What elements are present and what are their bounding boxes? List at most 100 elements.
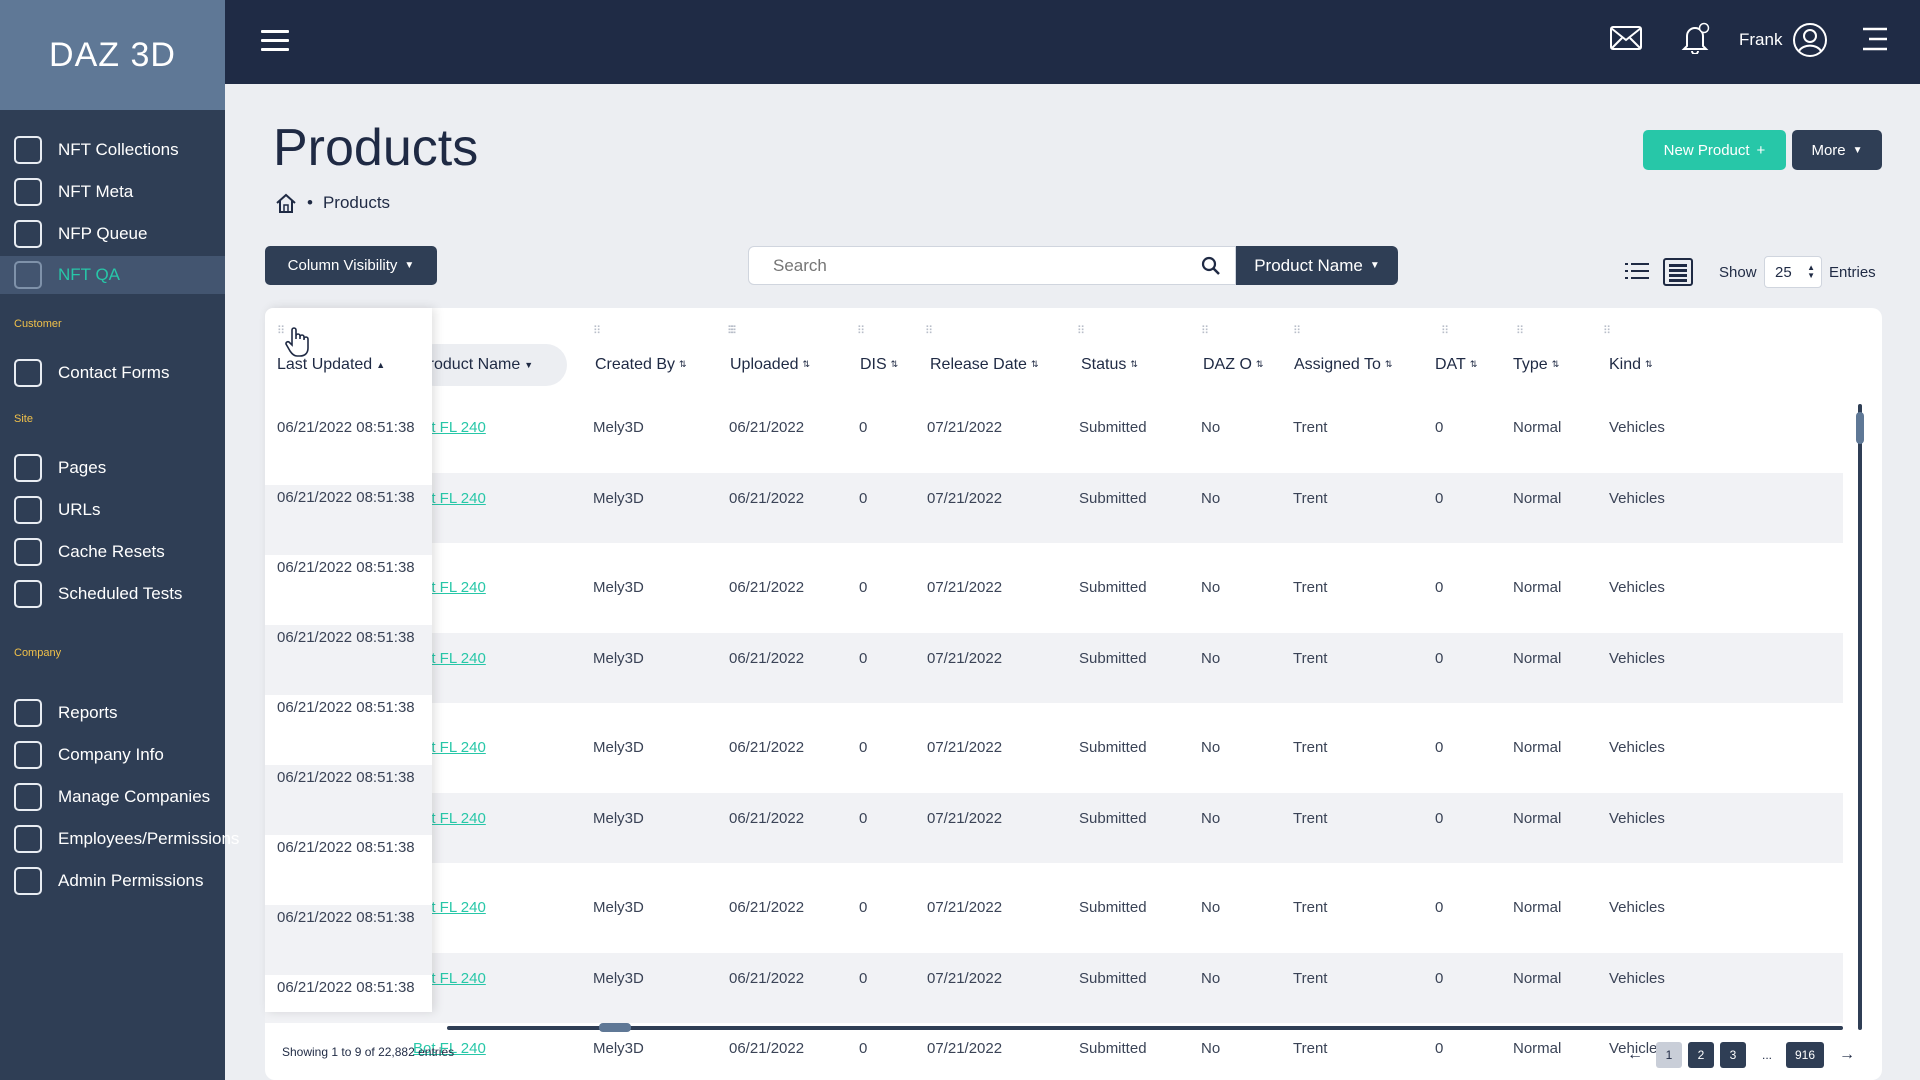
table-cell-created-by: Mely3D [593, 810, 644, 827]
list-view-icon[interactable] [1625, 262, 1649, 280]
drag-grip-icon[interactable]: ⠿ [1516, 325, 1525, 337]
hamburger-icon[interactable] [261, 30, 289, 52]
search-field-select[interactable]: Product Name ▼ [1236, 246, 1398, 285]
next-page-button[interactable]: → [1839, 1046, 1855, 1063]
column-header-type[interactable]: Type ⇅ [1513, 356, 1559, 374]
checkbox-icon [14, 825, 42, 853]
bell-icon[interactable] [1679, 22, 1711, 54]
column-header-kind[interactable]: Kind ⇅ [1609, 356, 1653, 374]
sidebar-item-reports[interactable]: Reports [0, 694, 225, 732]
table-cell-uploaded: 06/21/2022 [729, 490, 805, 507]
sort-icon: ▲ [376, 359, 386, 370]
column-header-label: Product Name [418, 356, 521, 373]
column-header-last-updated[interactable]: Last Updated ▲ [277, 356, 386, 373]
grid-view-icon[interactable] [1663, 258, 1693, 286]
drag-grip-icon[interactable]: ⠿ [1077, 325, 1086, 337]
sidebar-item-label: NFP Queue [58, 224, 148, 243]
last-page-button[interactable]: 916 [1786, 1042, 1824, 1068]
sidebar-item-nft-qa[interactable]: NFT QA [0, 256, 225, 294]
table-cell-release-date: 07/21/2022 [927, 739, 1003, 756]
search-input[interactable] [773, 255, 1193, 276]
checkbox-icon [14, 783, 42, 811]
new-product-label: New Product [1663, 141, 1750, 159]
sidebar-item-admin-permissions[interactable]: Admin Permissions [0, 862, 225, 900]
column-header-assigned-to[interactable]: Assigned To ⇅ [1294, 356, 1392, 374]
sidebar-item-label: Cache Resets [58, 542, 165, 561]
page-2-button[interactable]: 2 [1688, 1042, 1714, 1068]
sidebar-item-scheduled-tests[interactable]: Scheduled Tests [0, 575, 225, 613]
table-cell-daz-o: No [1201, 650, 1221, 667]
sidebar-item-nfp-queue[interactable]: NFP Queue [0, 215, 225, 253]
drag-grip-icon[interactable]: ⠿ [727, 325, 736, 337]
table-row-stripe [265, 953, 1843, 1023]
table-cell-type: Normal [1513, 1040, 1562, 1057]
table-cell-created-by: Mely3D [593, 419, 644, 436]
sidebar-item-nft-collections[interactable]: NFT Collections [0, 131, 225, 169]
user-circle-icon[interactable] [1792, 22, 1828, 58]
vertical-scrollbar[interactable] [1858, 404, 1862, 1030]
table-cell-created-by: Mely3D [593, 970, 644, 987]
checkbox-icon [14, 261, 42, 289]
sidebar-item-employees-permissions[interactable]: Employees/Permissions [0, 820, 239, 858]
table-cell-last-updated: 06/21/2022 08:51:38 [277, 489, 415, 506]
prev-page-button[interactable]: ← [1627, 1046, 1643, 1063]
more-button[interactable]: More ▼ [1792, 130, 1882, 170]
drag-grip-icon[interactable]: ⠿ [1441, 325, 1450, 337]
search-icon[interactable] [1201, 256, 1221, 276]
horizontal-scroll-thumb[interactable] [599, 1023, 631, 1032]
sidebar-item-label: NFT QA [58, 265, 121, 284]
sidebar-item-cache-resets[interactable]: Cache Resets [0, 533, 225, 571]
product-link[interactable]: Bot FL 240 [413, 1040, 486, 1057]
sidebar-item-urls[interactable]: URLs [0, 491, 225, 529]
column-header-dis[interactable]: DIS ⇅ [860, 356, 898, 374]
table-cell-dat: 0 [1435, 490, 1444, 507]
column-header-created-by[interactable]: Created By ⇅ [595, 356, 687, 374]
sidebar-item-company-info[interactable]: Company Info [0, 736, 225, 774]
sidebar-item-manage-companies[interactable]: Manage Companies [0, 778, 225, 816]
horizontal-scrollbar[interactable] [447, 1026, 1843, 1030]
column-header-status[interactable]: Status ⇅ [1081, 356, 1138, 374]
drag-grip-icon[interactable]: ⠿ [925, 325, 934, 337]
menu-icon[interactable] [1861, 26, 1889, 52]
column-header-label: Assigned To [1294, 356, 1381, 373]
breadcrumb-item[interactable]: Products [322, 193, 391, 212]
drag-grip-icon[interactable]: ⠿ [857, 325, 866, 337]
column-header-dat[interactable]: DAT ⇅ [1435, 356, 1477, 374]
new-product-button[interactable]: New Product + [1643, 130, 1786, 170]
brand-logo[interactable]: DAZ 3D [0, 0, 225, 110]
entries-select[interactable]: 25 ▲ ▼ [1764, 256, 1822, 288]
table-cell-status: Submitted [1079, 1040, 1147, 1057]
page-1-button[interactable]: 1 [1656, 1042, 1682, 1068]
search-field-label: Product Name [1254, 255, 1363, 275]
column-visibility-button[interactable]: Column Visibility ▼ [265, 246, 437, 285]
sort-icon: ⇅ [802, 359, 811, 370]
table-cell-last-updated: 06/21/2022 08:51:38 [277, 979, 415, 996]
entries-value: 25 [1775, 263, 1792, 281]
drag-grip-icon[interactable]: ⠿ [1201, 325, 1210, 337]
column-header-daz-o[interactable]: DAZ O ⇅ [1203, 356, 1263, 374]
drag-grip-icon[interactable]: ⠿ [729, 325, 738, 337]
page-3-button[interactable]: 3 [1720, 1042, 1746, 1068]
table-cell-kind: Vehicles [1609, 1040, 1665, 1057]
vertical-scroll-thumb[interactable] [1856, 412, 1864, 444]
sidebar-item-contact-forms[interactable]: Contact Forms [0, 354, 225, 392]
drag-grip-icon[interactable]: ⠿ [1293, 325, 1302, 337]
drag-grip-icon[interactable]: ⠿ [1603, 325, 1612, 337]
drag-grip-icon[interactable]: ⠿ [277, 325, 286, 337]
sidebar-item-label: Contact Forms [58, 363, 170, 382]
sidebar-item-label: Scheduled Tests [58, 584, 183, 603]
user-name[interactable]: Frank [1739, 30, 1783, 49]
table-cell-last-updated: 06/21/2022 08:51:38 [277, 909, 415, 926]
column-header-uploaded[interactable]: Uploaded ⇅ [730, 356, 810, 374]
column-header-product-name[interactable]: Product Name ▼ [418, 356, 533, 374]
sidebar-item-pages[interactable]: Pages [0, 449, 225, 487]
entries-label: Entries [1829, 264, 1876, 281]
home-icon[interactable] [275, 192, 297, 214]
column-header-release-date[interactable]: Release Date ⇅ [930, 356, 1039, 374]
table-info: Showing 1 to 9 of 22,882 entries [282, 1045, 455, 1059]
mail-icon[interactable] [1610, 26, 1642, 50]
sidebar-item-nft-meta[interactable]: NFT Meta [0, 173, 225, 211]
drag-grip-icon[interactable]: ⠿ [593, 325, 602, 337]
table-row-stripe [265, 793, 1843, 863]
table-cell-type: Normal [1513, 899, 1562, 916]
